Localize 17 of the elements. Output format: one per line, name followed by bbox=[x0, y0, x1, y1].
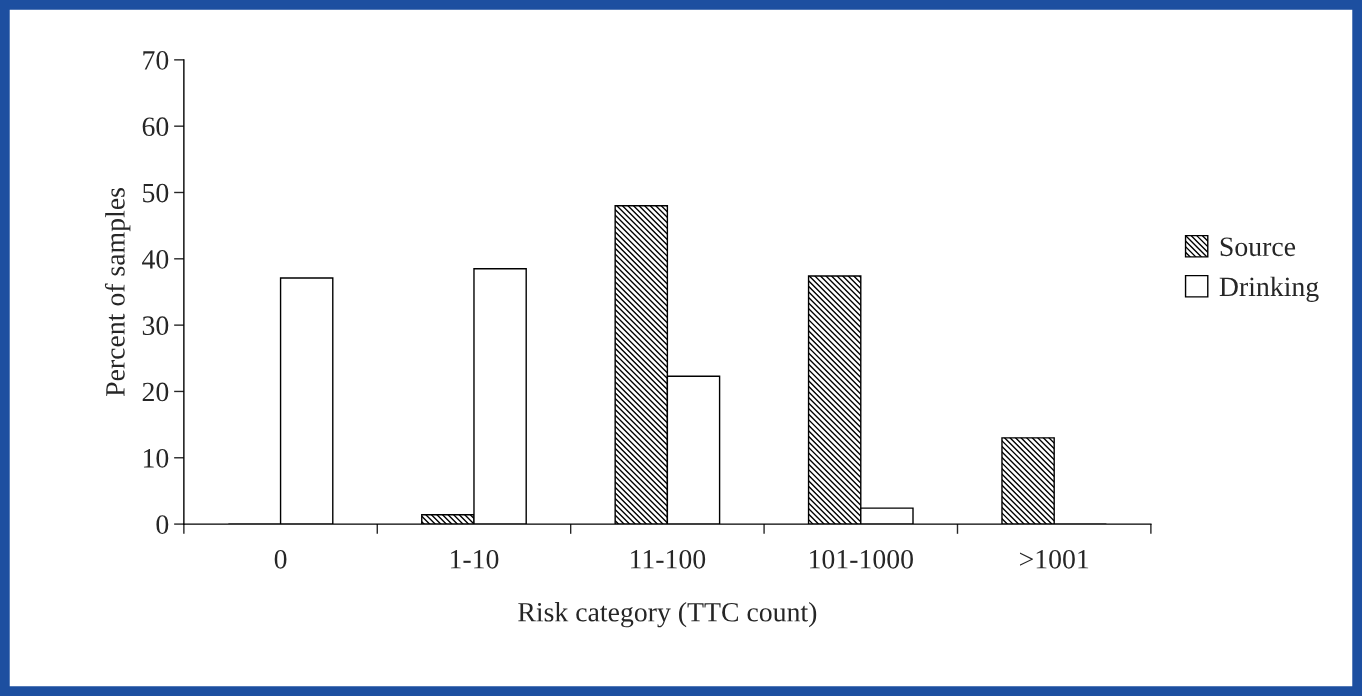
x-tick-label: 1-10 bbox=[450, 549, 499, 569]
y-tick-label: 10 bbox=[143, 448, 169, 468]
legend-label: Source bbox=[1220, 237, 1296, 257]
legend-label: Drinking bbox=[1219, 276, 1319, 302]
x-axis-title: Risk category (TTC count) bbox=[518, 602, 817, 628]
y-tick-label: 60 bbox=[142, 117, 169, 137]
x-tick-label: >1001 bbox=[1019, 549, 1089, 569]
y-tick-label: 20 bbox=[142, 382, 169, 402]
y-tick-label: 40 bbox=[142, 249, 169, 269]
y-tick-label: 30 bbox=[142, 316, 169, 336]
x-tick-label: 11-100 bbox=[631, 549, 706, 569]
y-axis-title: Percent of samples bbox=[104, 188, 131, 397]
y-tick-label: 70 bbox=[143, 51, 169, 70]
y-tick-label: 0 bbox=[156, 515, 169, 534]
x-tick-label: 0 bbox=[274, 549, 287, 569]
y-tick-label: 50 bbox=[143, 183, 169, 203]
x-tick-label: 101-1000 bbox=[809, 549, 913, 569]
